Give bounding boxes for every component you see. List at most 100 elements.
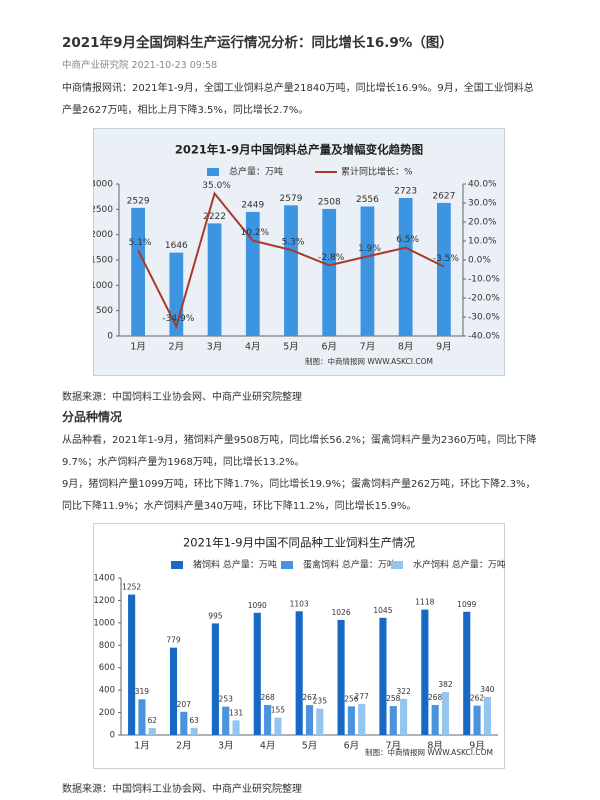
- y2-tick-label: 40.0%: [468, 180, 497, 190]
- y-tick-label: 200: [99, 708, 115, 718]
- data-label: 268: [260, 693, 275, 702]
- y-tick-label: 2500: [93, 205, 113, 215]
- data-label: 1118: [415, 598, 434, 607]
- chart-note: 制图：中商情报网 WWW.ASKCI.COM: [305, 356, 433, 366]
- data-label: 319: [135, 687, 150, 696]
- data-label: 340: [480, 685, 495, 694]
- x-tick-label: 7月: [386, 741, 402, 752]
- chart-background: [93, 128, 505, 376]
- data-label: 2627: [432, 191, 455, 201]
- x-tick-label: 9月: [469, 741, 485, 752]
- bar: [379, 617, 387, 735]
- legend-swatch: [171, 561, 183, 569]
- data-label: 277: [355, 692, 370, 701]
- data-label: 1103: [290, 599, 309, 608]
- data-label: 1090: [248, 601, 267, 610]
- bar: [360, 206, 375, 336]
- y-tick-label: 1200: [93, 596, 115, 606]
- data-label: 6.5%: [396, 235, 419, 245]
- bar: [483, 696, 491, 735]
- bar: [207, 223, 222, 336]
- data-label: 131: [229, 708, 244, 717]
- data-label: 2529: [127, 196, 150, 206]
- y-tick-label: 600: [99, 663, 115, 673]
- y-tick-label: 1400: [93, 574, 115, 584]
- bar: [131, 207, 145, 336]
- y-tick-label: 500: [96, 306, 113, 316]
- chart: 2021年1-9月中国不同品种工业饲料生产情况 0 200 400 600 800 1000…: [93, 523, 505, 769]
- data-label: 779: [166, 636, 181, 645]
- data-label: 5.1%: [129, 238, 152, 248]
- data-label: -34.9%: [162, 314, 194, 324]
- bar: [211, 623, 219, 735]
- bar: [128, 594, 136, 735]
- x-tick-label: 3月: [218, 741, 234, 752]
- bar: [169, 647, 178, 735]
- y-tick-label: 1000: [93, 281, 113, 291]
- bar: [222, 706, 230, 735]
- bar: [245, 211, 260, 336]
- y-tick-label: 0: [110, 731, 115, 741]
- bar: [138, 699, 146, 735]
- bar: [322, 208, 337, 336]
- source-note: 数据来源：中国饲料工业协会网、中商产业研究院整理: [62, 392, 302, 403]
- data-label: 256: [344, 694, 359, 703]
- bar: [441, 692, 450, 735]
- article-title: 2021年9月全国饲料生产运行情况分析：同比增长16.9%（图）: [62, 35, 453, 51]
- section-heading: 分品种情况: [62, 410, 123, 424]
- y2-tick-label: 30.0%: [468, 199, 497, 209]
- bar: [190, 727, 198, 735]
- data-label: 322: [396, 687, 411, 696]
- data-label: 1252: [122, 583, 141, 592]
- bar: [463, 611, 471, 735]
- x-tick-label: 8月: [427, 741, 443, 752]
- y2-tick-label: 0.0%: [468, 256, 491, 266]
- bar: [305, 705, 314, 735]
- y-tick-label: 1500: [93, 256, 113, 266]
- x-tick-label: 2月: [176, 741, 192, 752]
- bar: [284, 205, 298, 336]
- chart: 2021年1-9月中国饲料总产量及增幅变化趋势图 0 500 1000 1500 2000…: [93, 128, 505, 376]
- y2-tick-label: 20.0%: [468, 218, 497, 228]
- x-tick-label: 1月: [134, 741, 150, 752]
- x-tick-label: 5月: [302, 741, 318, 752]
- bar: [400, 698, 408, 735]
- data-label: 1.9%: [358, 244, 381, 254]
- legend-swatch: [391, 561, 403, 569]
- data-label: 63: [189, 716, 199, 725]
- y-tick-label: 0: [107, 332, 113, 342]
- legend-label: 蛋禽饲料 总产量：万吨: [303, 559, 396, 571]
- x-tick-label: 1月: [130, 342, 146, 353]
- data-label: 258: [386, 694, 401, 703]
- source-note: 数据来源：中国饲料工业协会网、中商产业研究院整理: [62, 784, 302, 795]
- data-label: 155: [271, 706, 286, 715]
- y2-tick-label: -30.0%: [468, 313, 500, 323]
- paragraph: 从品种看，2021年1-9月，猪饲料产量9508万吨，同比增长56.2%；蛋禽饲…: [62, 435, 537, 468]
- data-label: 35.0%: [202, 181, 231, 191]
- data-label: 2508: [318, 197, 341, 207]
- legend-swatch: [207, 168, 219, 176]
- data-label: 2723: [394, 187, 417, 197]
- article-meta: 中商产业研究院 2021-10-23 09:58: [62, 60, 218, 71]
- bar: [421, 609, 429, 735]
- legend-label: 累计同比增长：%: [341, 166, 413, 178]
- data-label: 1646: [165, 241, 188, 251]
- bar: [295, 611, 303, 735]
- bar: [316, 708, 324, 735]
- y-tick-label: 400: [99, 686, 115, 696]
- y2-tick-label: -20.0%: [468, 294, 500, 304]
- bar: [347, 706, 355, 735]
- bar: [180, 711, 188, 735]
- bar: [148, 728, 156, 735]
- y2-tick-label: -10.0%: [468, 275, 500, 285]
- legend-label: 总产量：万吨: [229, 166, 283, 178]
- y-tick-label: 1000: [93, 618, 115, 628]
- legend-swatch: [281, 561, 293, 569]
- x-tick-label: 8月: [398, 342, 414, 353]
- x-tick-label: 6月: [344, 741, 360, 752]
- data-label: 2222: [203, 212, 226, 222]
- data-label: 1026: [332, 608, 351, 617]
- paragraph: 中商情报网讯：2021年1-9月，全国工业饲料总产量21840万吨，同比增长16…: [62, 83, 534, 116]
- bar: [264, 704, 272, 735]
- chart-title: 2021年1-9月中国不同品种工业饲料生产情况: [183, 536, 416, 550]
